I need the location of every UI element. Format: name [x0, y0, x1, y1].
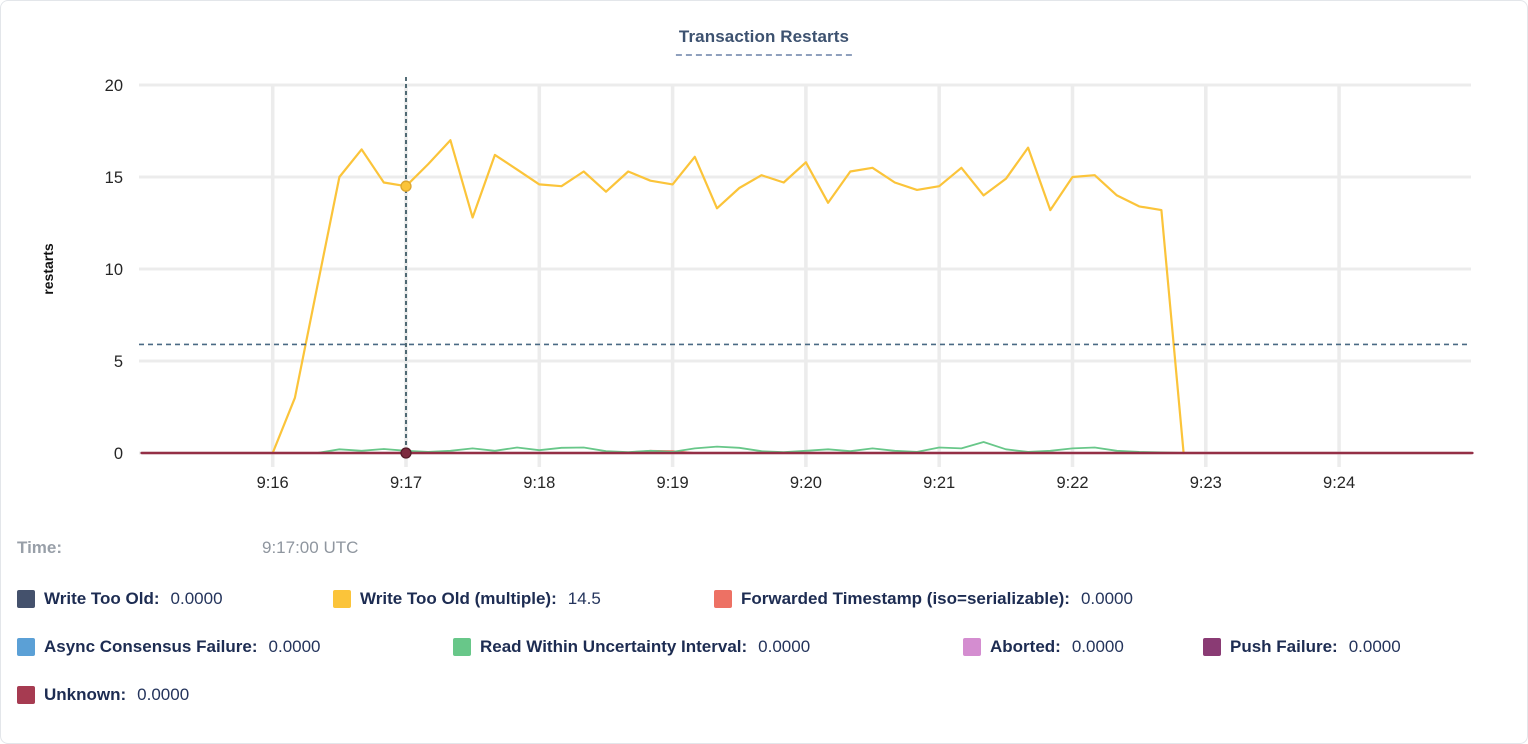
legend-label: Write Too Old (multiple): [360, 589, 557, 608]
legend-label: Aborted: [990, 637, 1061, 656]
legend-value: 14.5 [567, 589, 601, 608]
y-tick-label: 20 [105, 77, 123, 95]
chart-title[interactable]: Transaction Restarts [675, 27, 853, 56]
x-tick-label: 9:23 [1190, 474, 1222, 492]
legend-value: 0.0000 [1348, 637, 1401, 656]
legend-label: Async Consensus Failure: [44, 637, 258, 656]
legend-swatch-read-within-uncertainty-interval [453, 638, 471, 656]
legend-label: Unknown: [44, 685, 127, 704]
legend-row-3: Unknown: 0.0000 [1, 685, 1527, 707]
y-tick-label: 5 [114, 353, 123, 371]
legend-item-aborted: Aborted: 0.0000 [963, 637, 1124, 657]
y-axis-label: restarts [40, 243, 56, 295]
x-tick-label: 9:18 [523, 474, 555, 492]
y-tick-label: 15 [105, 169, 123, 187]
legend-value: 0.0000 [137, 685, 190, 704]
legend-value: 0.0000 [268, 637, 321, 656]
chart-title-wrap: Transaction Restarts [675, 27, 853, 56]
legend-swatch-unknown [17, 686, 35, 704]
legend-swatch-aborted [963, 638, 981, 656]
x-tick-label: 9:20 [790, 474, 822, 492]
legend-swatch-push-failure [1203, 638, 1221, 656]
x-tick-label: 9:19 [657, 474, 689, 492]
legend-value: 0.0000 [758, 637, 811, 656]
time-label: Time: [17, 538, 63, 557]
legend-swatch-write-too-old-multiple [333, 590, 351, 608]
x-tick-label: 9:21 [923, 474, 955, 492]
legend-item-write-too-old: Write Too Old: 0.0000 [17, 589, 223, 609]
legend-label: Read Within Uncertainty Interval: [480, 637, 748, 656]
hover-marker-unknown [400, 447, 412, 459]
time-row: Time: 9:17:00 UTC [1, 538, 1527, 560]
legend-value: 0.0000 [1071, 637, 1124, 656]
legend-row-2: Async Consensus Failure: 0.0000 Read Withi… [1, 637, 1527, 659]
y-tick-label: 0 [114, 445, 123, 463]
x-tick-label: 9:16 [257, 474, 289, 492]
legend-swatch-async-consensus-failure [17, 638, 35, 656]
y-tick-label: 10 [105, 261, 123, 279]
x-tick-label: 9:22 [1056, 474, 1088, 492]
x-tick-label: 9:24 [1323, 474, 1355, 492]
time-value: 9:17:00 UTC [262, 538, 359, 557]
legend-label: Forwarded Timestamp (iso=serializable): [741, 589, 1070, 608]
transaction-restarts-chart[interactable]: 0 5 10 15 20 9:16 9:17 9:18 9:19 9:20 9:21 9:22 9:23… [1, 1, 1528, 521]
legend-swatch-write-too-old [17, 590, 35, 608]
legend-row-1: Write Too Old: 0.0000 Write Too Old (multi… [1, 589, 1527, 611]
legend-value: 0.0000 [170, 589, 223, 608]
legend-item-unknown: Unknown: 0.0000 [17, 685, 189, 705]
legend-swatch-forwarded-timestamp-iso-serializable [714, 590, 732, 608]
series-line-write-too-old-multiple [271, 139, 1185, 455]
legend-item-push-failure: Push Failure: 0.0000 [1203, 637, 1401, 657]
legend-item-forwarded-timestamp-iso-serializable: Forwarded Timestamp (iso=serializable): 0… [714, 589, 1133, 609]
legend-label: Push Failure: [1230, 637, 1338, 656]
x-tick-label: 9:17 [390, 474, 422, 492]
hover-marker-write-too-old-multiple [400, 180, 412, 192]
legend-label: Write Too Old: [44, 589, 160, 608]
series-line-read-within-uncertainty-interval [140, 441, 1474, 454]
legend-item-write-too-old-multiple: Write Too Old (multiple): 14.5 [333, 589, 601, 609]
legend-value: 0.0000 [1080, 589, 1133, 608]
legend-item-async-consensus-failure: Async Consensus Failure: 0.0000 [17, 637, 321, 657]
legend-item-read-within-uncertainty-interval: Read Within Uncertainty Interval: 0.0000 [453, 637, 810, 657]
